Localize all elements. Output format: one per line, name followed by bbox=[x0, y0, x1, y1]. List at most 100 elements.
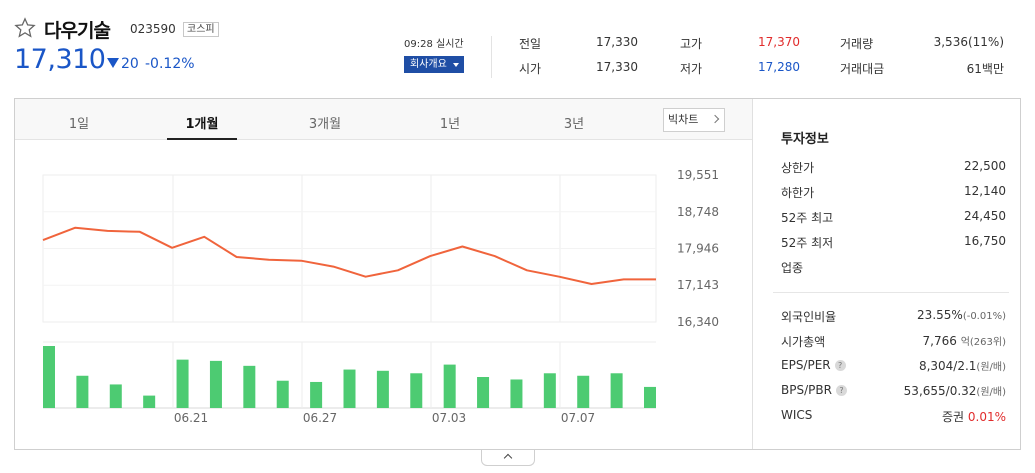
divider bbox=[491, 36, 492, 78]
down-triangle-icon bbox=[107, 58, 119, 68]
foreign-ratio-number: 23.55% bbox=[917, 308, 963, 322]
volume-bar bbox=[543, 373, 556, 408]
volume-bar bbox=[109, 384, 122, 408]
volume-bar bbox=[644, 386, 656, 408]
tab-1month[interactable]: 1개월 bbox=[185, 117, 219, 132]
x-tick-label: 06.27 bbox=[303, 411, 337, 425]
low-label: 저가 bbox=[680, 62, 703, 76]
help-icon[interactable]: ? bbox=[835, 385, 847, 396]
company-overview-label: 회사개요 bbox=[410, 59, 447, 70]
market-cap-unit: 억(263위) bbox=[960, 337, 1006, 348]
x-tick-label: 06.21 bbox=[174, 411, 208, 425]
high-value: 17,370 bbox=[758, 35, 800, 49]
52w-high-label: 52주 최고 bbox=[781, 211, 834, 225]
stock-code: 023590 bbox=[130, 22, 176, 36]
bps-pbr-text: BPS/PBR bbox=[781, 383, 832, 397]
volume-bar bbox=[443, 364, 456, 408]
tab-3month[interactable]: 3개월 bbox=[308, 117, 342, 132]
tab-1year[interactable]: 1년 bbox=[439, 117, 461, 132]
big-chart-button[interactable]: 빅차트 bbox=[663, 108, 725, 132]
price-change: 20 bbox=[121, 56, 139, 72]
divider bbox=[773, 292, 1009, 293]
turnover-value: 61백만 bbox=[966, 62, 1004, 76]
foreign-ratio-value: 23.55%(-0.01%) bbox=[917, 308, 1006, 322]
eps-per-value: 8,304/2.1(원/배) bbox=[919, 358, 1006, 373]
stock-header: 다우기술 023590 코스피 17,310 20 -0.12% 09:28 실… bbox=[0, 0, 1035, 96]
price-chart: 06.21 06.27 07.03 07.07 19,551 18,748 17,946 17… bbox=[42, 168, 719, 425]
volume-bar bbox=[176, 359, 189, 408]
eps-per-text: EPS/PER bbox=[781, 358, 831, 372]
chevron-right-icon bbox=[710, 114, 720, 124]
prev-close-value: 17,330 bbox=[596, 35, 638, 49]
active-tab-indicator bbox=[167, 138, 237, 140]
y-tick-label: 17,946 bbox=[677, 241, 719, 255]
turnover-label: 거래대금 bbox=[840, 62, 885, 76]
volume-bar bbox=[310, 381, 323, 408]
foreign-ratio-change: (-0.01%) bbox=[962, 311, 1006, 322]
market-badge: 코스피 bbox=[183, 22, 219, 37]
high-label: 고가 bbox=[680, 37, 703, 51]
52w-low-label: 52주 최저 bbox=[781, 236, 834, 250]
market-cap-label: 시가총액 bbox=[781, 335, 826, 349]
collapse-button[interactable] bbox=[481, 450, 535, 466]
x-tick-label: 07.03 bbox=[432, 411, 466, 425]
invest-info-title: 투자정보 bbox=[781, 132, 829, 147]
volume-bar bbox=[376, 370, 389, 408]
invest-info: 투자정보 상한가 22,500 하한가 12,140 52주 최고 24,450… bbox=[752, 99, 1020, 449]
chart-panel: 1일 1개월 3개월 1년 3년 빅차트 06.21 06.27 07.03 07.0… bbox=[14, 98, 1021, 450]
company-overview-button[interactable]: 회사개요 bbox=[404, 56, 464, 73]
volume-label: 거래량 bbox=[840, 37, 874, 51]
volume-bar bbox=[276, 380, 289, 408]
wics-rate: 0.01% bbox=[967, 410, 1006, 424]
open-label: 시가 bbox=[519, 62, 542, 76]
open-value: 17,330 bbox=[596, 60, 638, 74]
big-chart-label: 빅차트 bbox=[668, 113, 699, 126]
prev-close-label: 전일 bbox=[519, 37, 542, 51]
volume-value: 3,536(11%) bbox=[933, 35, 1004, 49]
52w-high-value: 24,450 bbox=[964, 209, 1006, 223]
y-tick-label: 19,551 bbox=[677, 168, 719, 182]
upper-limit-label: 상한가 bbox=[781, 161, 815, 175]
y-tick-label: 16,340 bbox=[677, 315, 719, 329]
price-line bbox=[42, 226, 656, 285]
eps-per-unit: (원/배) bbox=[976, 362, 1006, 373]
eps-per-number: 8,304/2.1 bbox=[918, 359, 977, 373]
volume-bar bbox=[243, 365, 256, 408]
bps-pbr-unit: (원/배) bbox=[976, 387, 1006, 398]
bps-pbr-label: BPS/PBR? bbox=[781, 383, 847, 397]
realtime-label: 09:28 실시간 bbox=[404, 39, 464, 50]
help-icon[interactable]: ? bbox=[834, 360, 846, 371]
volume-bar bbox=[209, 360, 222, 408]
upper-limit-value: 22,500 bbox=[964, 159, 1006, 173]
volume-bar bbox=[343, 369, 356, 408]
volume-bar bbox=[577, 375, 590, 408]
x-tick-label: 07.07 bbox=[561, 411, 595, 425]
tab-3year[interactable]: 3년 bbox=[563, 117, 585, 132]
eps-per-label: EPS/PER? bbox=[781, 358, 846, 372]
volume-bar bbox=[510, 379, 523, 408]
volume-bar bbox=[76, 375, 89, 408]
bps-pbr-number: 53,655/0.32 bbox=[903, 384, 977, 398]
volume-bar bbox=[43, 346, 55, 408]
volume-bar bbox=[610, 373, 623, 408]
sector-label: 업종 bbox=[781, 261, 804, 275]
52w-low-value: 16,750 bbox=[964, 234, 1006, 248]
lower-limit-label: 하한가 bbox=[781, 186, 815, 200]
wics-value: 증권 0.01% bbox=[942, 408, 1006, 425]
tab-1day[interactable]: 1일 bbox=[68, 117, 90, 132]
price-change-rate: -0.12% bbox=[145, 56, 195, 72]
volume-bar bbox=[410, 373, 423, 408]
y-tick-label: 18,748 bbox=[677, 205, 719, 219]
foreign-ratio-label: 외국인비율 bbox=[781, 310, 837, 324]
stock-name: 다우기술 bbox=[44, 20, 111, 42]
low-value: 17,280 bbox=[758, 60, 800, 74]
market-cap-number: 7,766 bbox=[922, 334, 957, 348]
bps-pbr-value: 53,655/0.32(원/배) bbox=[904, 383, 1006, 398]
chevron-up-icon bbox=[503, 453, 513, 463]
volume-bar bbox=[143, 395, 156, 408]
dropdown-arrow-icon bbox=[453, 63, 459, 67]
current-price: 17,310 bbox=[14, 44, 106, 75]
lower-limit-value: 12,140 bbox=[964, 184, 1006, 198]
market-cap-value: 7,766 억(263위) bbox=[923, 333, 1006, 348]
star-icon[interactable] bbox=[14, 17, 36, 39]
